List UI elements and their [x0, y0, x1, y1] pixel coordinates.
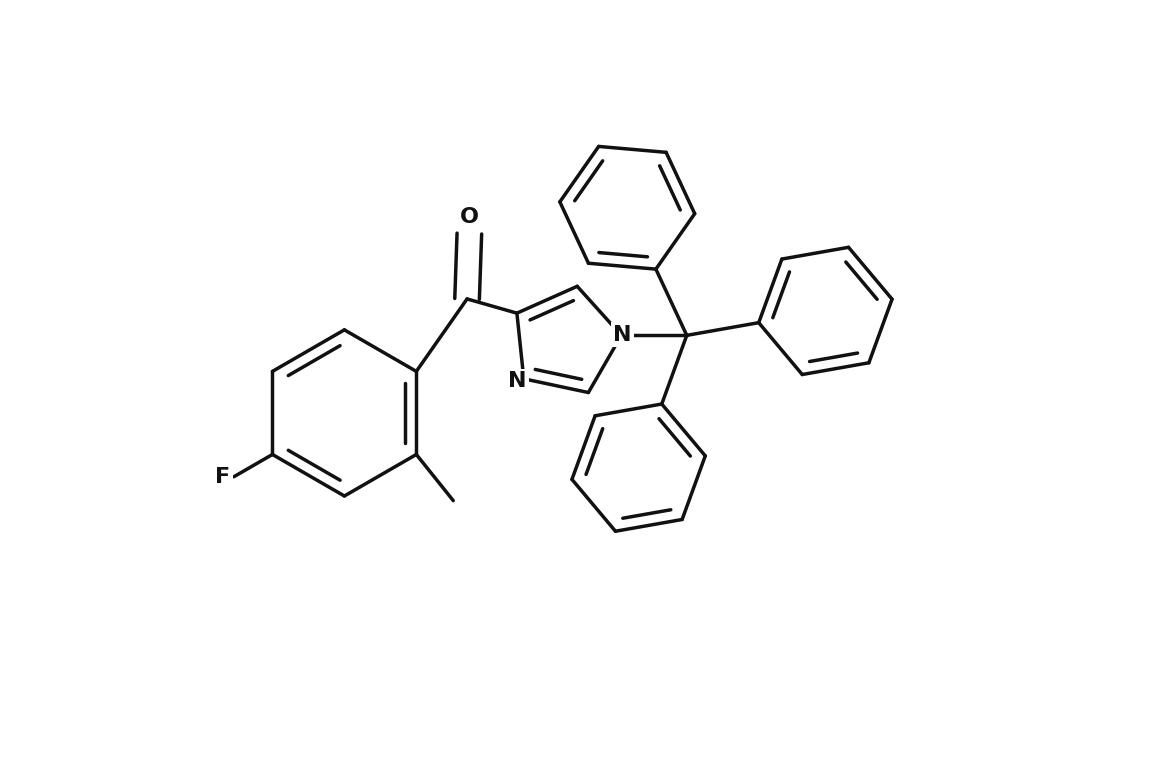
Text: N: N: [613, 324, 631, 344]
Text: N: N: [508, 371, 527, 391]
Text: F: F: [215, 467, 230, 487]
Text: O: O: [460, 207, 479, 227]
